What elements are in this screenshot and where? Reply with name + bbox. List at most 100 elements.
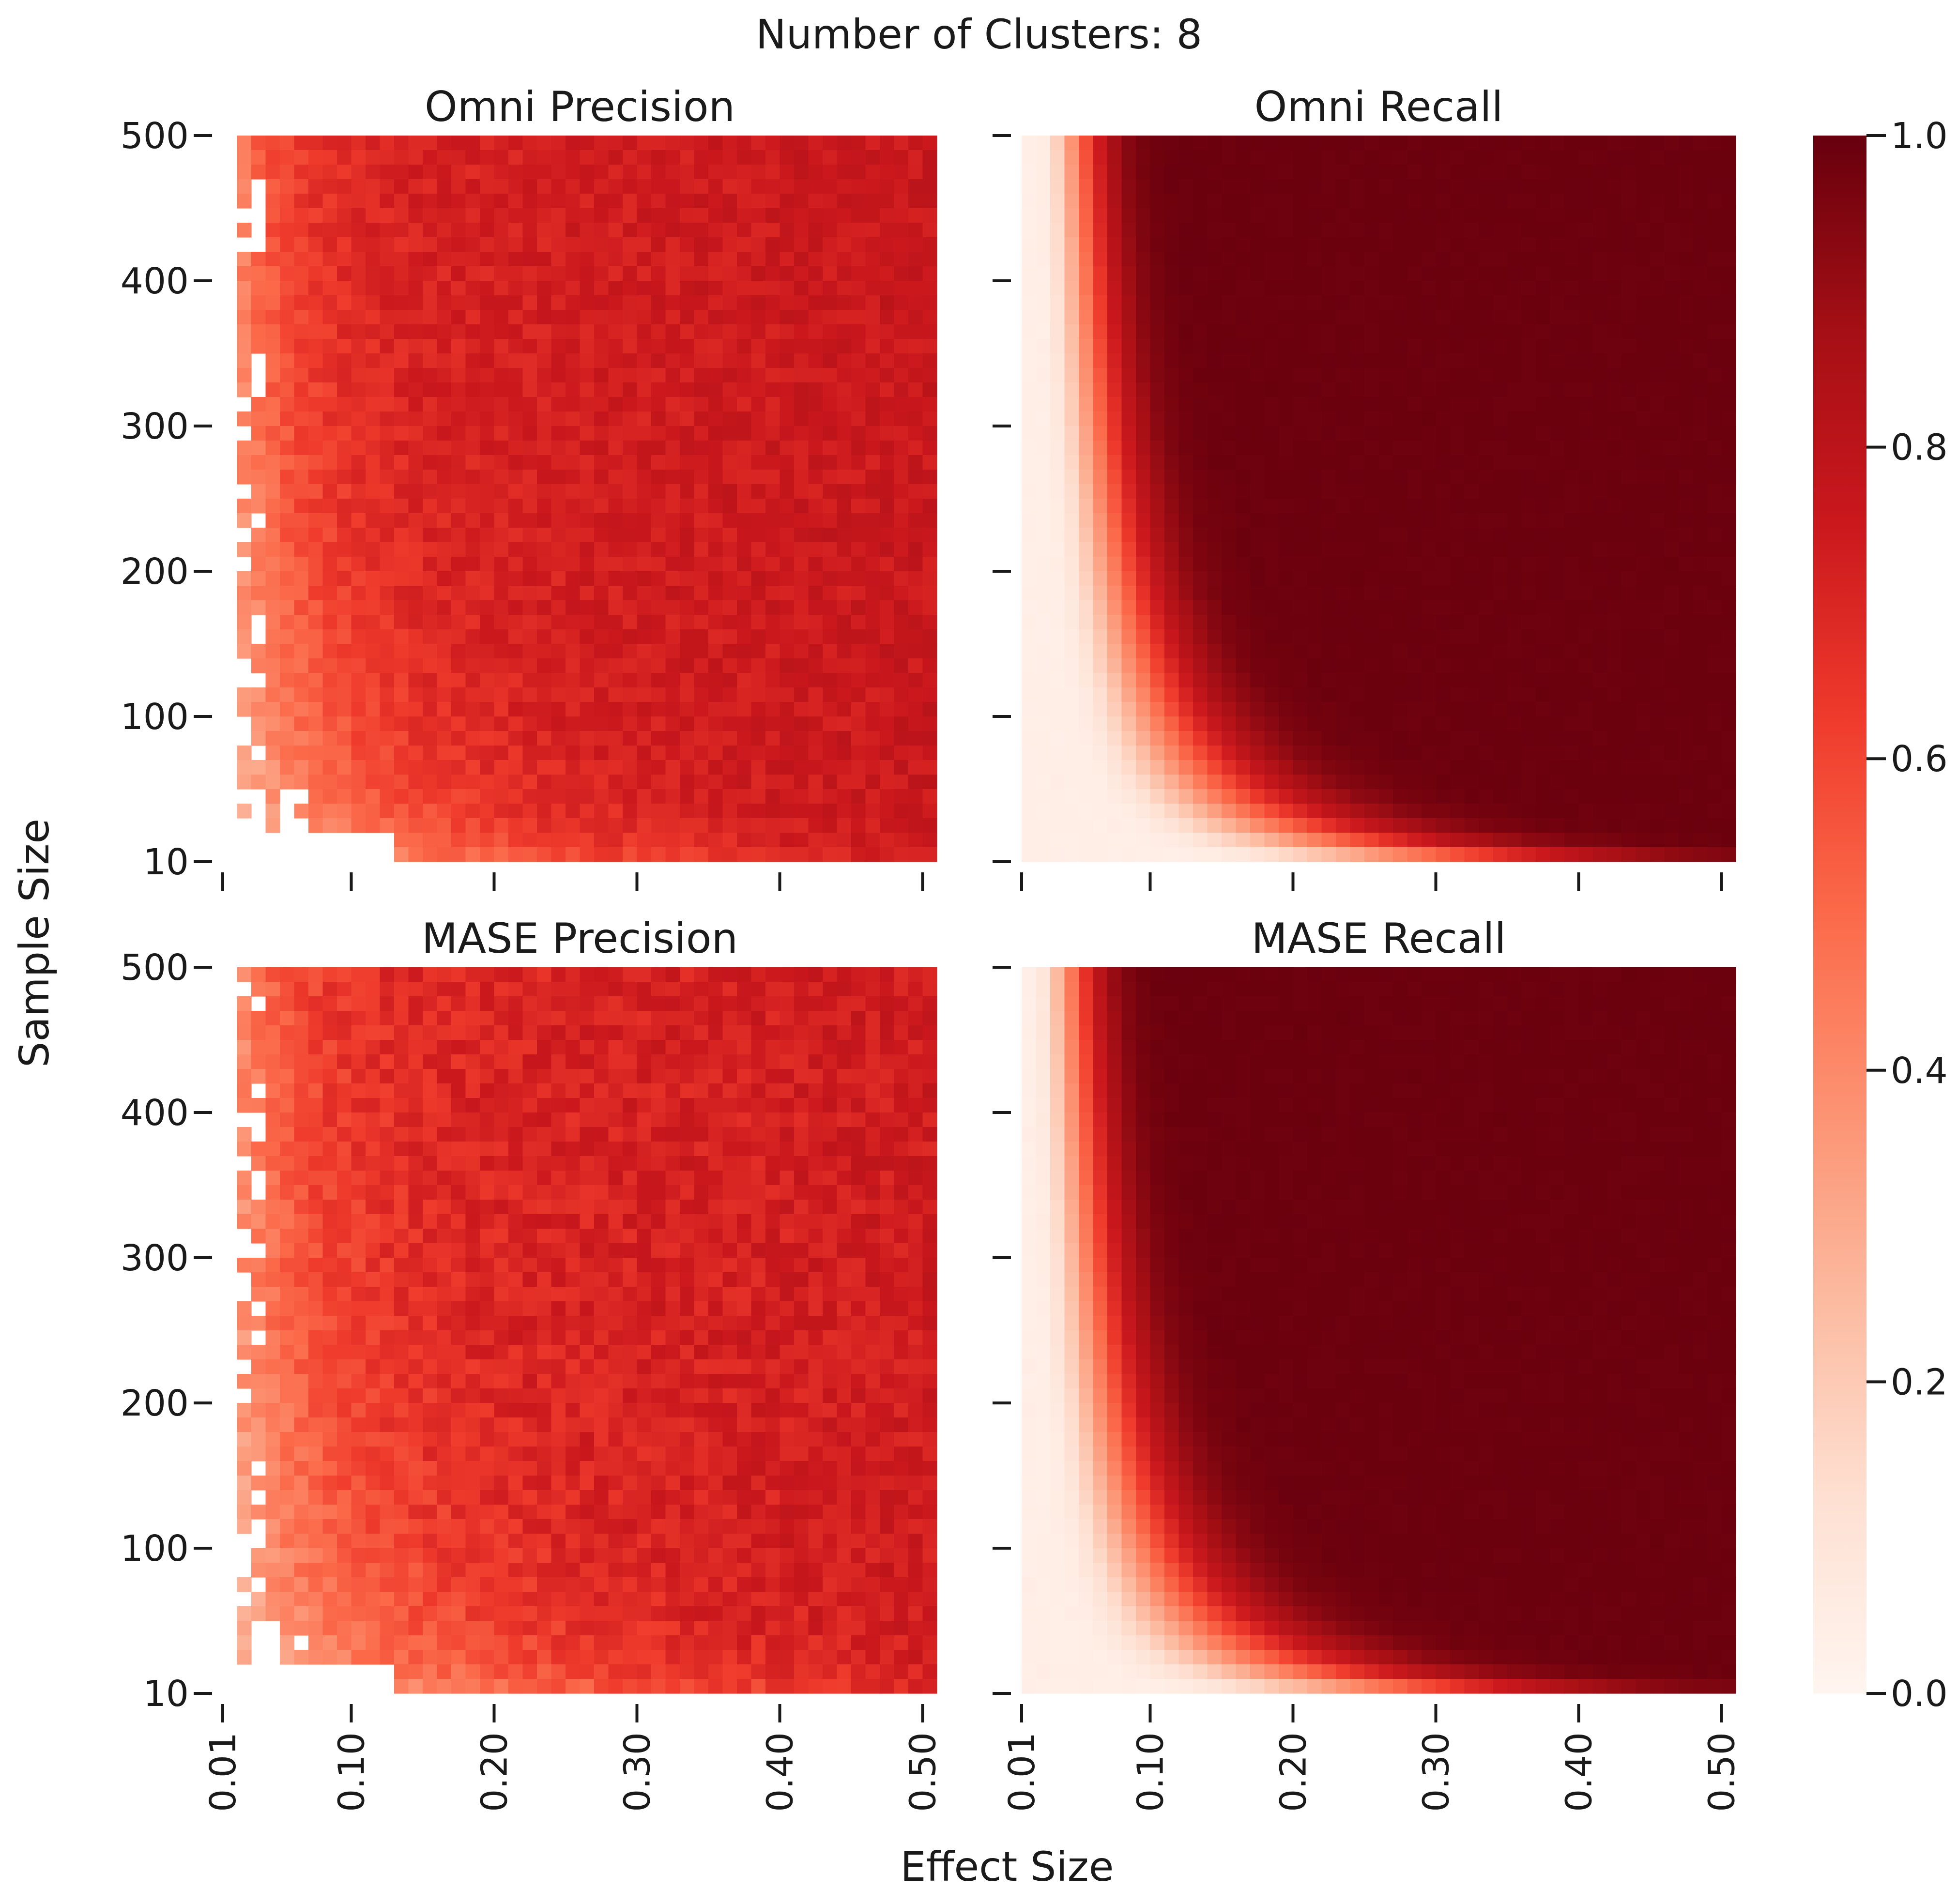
heatmap-cell [1464,353,1479,368]
heatmap-cell [922,223,937,238]
heatmap-cell [1193,324,1208,339]
heatmap-cell [494,237,509,252]
heatmap-cell [908,847,923,862]
heatmap-cell [865,847,880,862]
heatmap-cell [737,731,752,746]
heatmap-cell [1507,266,1522,281]
heatmap-cell [1022,600,1037,615]
heatmap-cell [894,441,909,456]
heatmap-cell [1107,716,1122,731]
heatmap-cell [480,179,495,194]
heatmap-cell [566,136,581,151]
heatmap-cell [1107,600,1122,615]
heatmap-cell [851,528,866,543]
heatmap-cell [1536,397,1551,412]
heatmap-cell [1536,557,1551,572]
heatmap-cell [794,528,809,543]
heatmap-cell [1536,600,1551,615]
heatmap-cell [1279,426,1294,441]
heatmap-cell [1193,441,1208,456]
heatmap-cell [765,441,780,456]
heatmap-cell [1150,542,1165,557]
heatmap-cell [1036,586,1051,601]
heatmap-cell [1264,746,1279,761]
heatmap-cell [337,208,352,223]
heatmap-cell [1479,658,1494,673]
heatmap-cell [765,223,780,238]
heatmap-cell [1464,324,1479,339]
heatmap-cell [1336,397,1351,412]
heatmap-cell [1164,528,1179,543]
heatmap-cell [1121,208,1136,223]
heatmap-cell [1450,281,1465,296]
heatmap-cell [1150,731,1165,746]
heatmap-cell [780,615,795,630]
heatmap-cell [865,967,880,982]
heatmap-cell [1721,499,1736,514]
heatmap-cell [437,586,452,601]
heatmap-cell [765,542,780,557]
heatmap-cell [251,775,266,790]
heatmap-cell [551,571,566,586]
heatmap-cell [437,368,452,383]
heatmap-cell [408,208,423,223]
heatmap-cell [1293,818,1308,833]
heatmap-cell [237,967,252,982]
heatmap-cell [480,281,495,296]
heatmap-cell [594,716,609,731]
heatmap-cell [651,353,666,368]
heatmap-cell [594,644,609,659]
heatmap-cell [1407,324,1422,339]
heatmap-cell [1293,194,1308,209]
heatmap-cell [808,615,823,630]
heatmap-cell [623,252,638,267]
heatmap-cell [722,658,737,673]
heatmap-cell [837,731,852,746]
heatmap-cell [1279,586,1294,601]
heatmap-cell [794,586,809,601]
heatmap-cell [1493,658,1508,673]
heatmap-cell [1578,557,1593,572]
heatmap-cell [1664,658,1679,673]
heatmap-cell [1136,411,1151,426]
heatmap-cell [494,702,509,717]
heatmap-cell [1422,804,1437,819]
heatmap-cell [637,528,652,543]
heatmap-cell [337,281,352,296]
heatmap-cell [1407,484,1422,499]
heatmap-cell [1364,542,1379,557]
heatmap-cell [1664,426,1679,441]
heatmap-cell [708,746,723,761]
heatmap-cell [294,499,309,514]
heatmap-cell [765,586,780,601]
heatmap-cell [623,528,638,543]
heatmap-cell [1364,629,1379,644]
heatmap-cell [794,804,809,819]
heatmap-cell [780,760,795,775]
heatmap-cell [1707,804,1722,819]
heatmap-cell [1050,281,1065,296]
heatmap-cell [1107,629,1122,644]
heatmap-cell [394,455,409,470]
heatmap-cell [537,967,552,982]
heatmap-cell [451,687,466,702]
heatmap-cell [1050,528,1065,543]
heatmap-cell [294,281,309,296]
heatmap-cell [494,382,509,397]
heatmap-cell [1378,746,1393,761]
heatmap-cell [608,208,623,223]
heatmap-cell [1307,687,1322,702]
heatmap-cell [1479,208,1494,223]
heatmap-cell [366,528,381,543]
heatmap-cell [823,789,838,804]
heatmap-cell [1621,833,1637,848]
heatmap-cell [708,557,723,572]
heatmap-cell [1336,673,1351,688]
heatmap-cell [894,775,909,790]
heatmap-cell [780,542,795,557]
heatmap-cell [1679,266,1694,281]
heatmap-cell [1193,499,1208,514]
heatmap-cell [1207,702,1222,717]
heatmap-cell [1121,760,1136,775]
heatmap-cell [1550,847,1565,862]
